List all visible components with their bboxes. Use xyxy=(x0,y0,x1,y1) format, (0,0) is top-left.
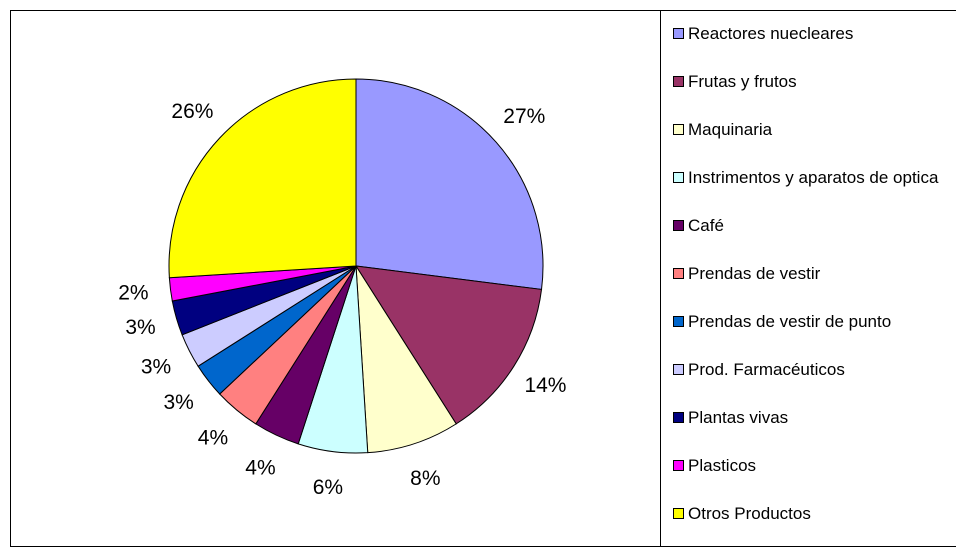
legend-entry: Prendas de vestir de punto xyxy=(673,309,956,334)
legend-swatch xyxy=(673,460,684,471)
legend-entry: Plantas vivas xyxy=(673,405,956,430)
pie-slice xyxy=(355,78,544,290)
pie-slice xyxy=(355,265,457,454)
legend-swatch xyxy=(673,412,684,423)
legend-entry: Reactores nuecleares xyxy=(673,21,956,46)
legend-swatch xyxy=(673,76,684,87)
legend-label: Plantas vivas xyxy=(688,408,789,427)
legend-swatch xyxy=(673,220,684,231)
legend-entry: Prendas de vestir xyxy=(673,261,956,286)
pie-slice xyxy=(168,78,357,279)
data-label: 27% xyxy=(503,105,545,128)
legend-label: Instrimentos y aparatos de optica xyxy=(688,168,939,187)
legend-swatch xyxy=(673,124,684,135)
data-label: 4% xyxy=(245,457,275,480)
data-label: 3% xyxy=(125,316,155,339)
data-label: 6% xyxy=(313,476,343,499)
legend-entry: Frutas y frutos xyxy=(673,69,956,94)
legend-swatch xyxy=(673,508,684,519)
data-label: 14% xyxy=(524,374,566,397)
legend-entry: Maquinaria xyxy=(673,117,956,142)
chart-border xyxy=(10,10,956,547)
legend-label: Prendas de vestir de punto xyxy=(688,312,892,331)
legend-swatch xyxy=(673,316,684,327)
legend-swatch xyxy=(673,28,684,39)
legend-swatch xyxy=(673,364,684,375)
data-label: 26% xyxy=(171,100,213,123)
legend-entry: Plasticos xyxy=(673,453,956,478)
legend-entry: Prod. Farmacéuticos xyxy=(673,357,956,382)
data-label: 3% xyxy=(164,391,194,414)
legend-label: Café xyxy=(688,216,724,235)
legend-swatch xyxy=(673,172,684,183)
legend-entry: Otros Productos xyxy=(673,501,956,526)
legend-label: Prendas de vestir xyxy=(688,264,821,283)
data-label: 8% xyxy=(410,467,440,490)
legend-label: Maquinaria xyxy=(688,120,773,139)
pie-slice xyxy=(355,265,543,425)
legend-entry: Café xyxy=(673,213,956,238)
legend-entry: Instrimentos y aparatos de optica xyxy=(673,165,956,190)
legend-label: Plasticos xyxy=(688,456,757,475)
legend: Reactores nuecleares Frutas y frutos Maqui… xyxy=(660,10,956,547)
data-label: 2% xyxy=(118,282,148,305)
legend-label: Reactores nuecleares xyxy=(688,24,854,43)
legend-swatch xyxy=(673,268,684,279)
data-label: 3% xyxy=(141,355,171,378)
legend-label: Frutas y frutos xyxy=(688,72,797,91)
legend-label: Otros Productos xyxy=(688,504,811,523)
data-label: 4% xyxy=(198,426,228,449)
legend-label: Prod. Farmacéuticos xyxy=(688,360,845,379)
